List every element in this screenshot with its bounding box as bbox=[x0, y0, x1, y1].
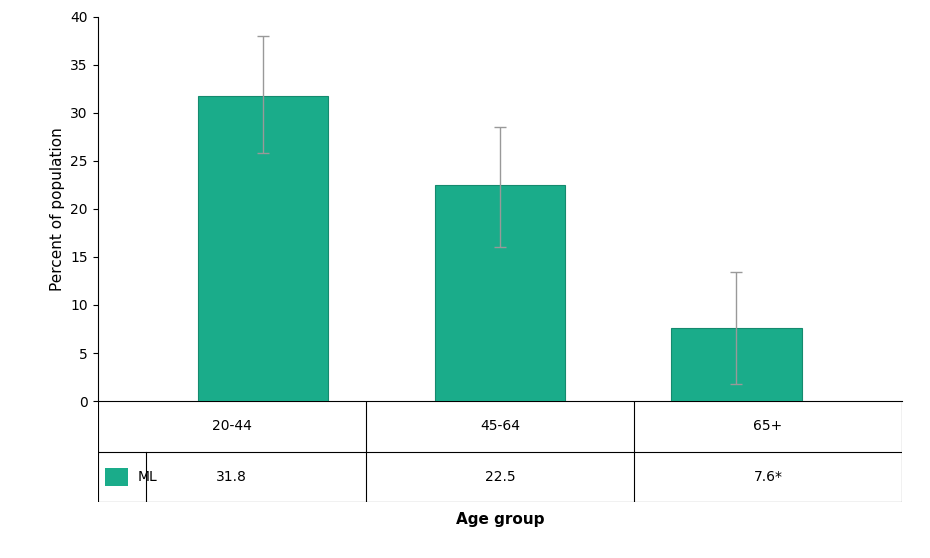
Text: Age group: Age group bbox=[456, 512, 544, 527]
Text: 20-44: 20-44 bbox=[212, 420, 252, 434]
Bar bbox=[105, 468, 128, 486]
Bar bbox=[198, 95, 328, 401]
Text: 65+: 65+ bbox=[753, 420, 783, 434]
Bar bbox=[435, 185, 565, 401]
Text: 7.6*: 7.6* bbox=[753, 470, 782, 484]
Text: 31.8: 31.8 bbox=[217, 470, 247, 484]
Text: ML: ML bbox=[138, 470, 157, 484]
Y-axis label: Percent of population: Percent of population bbox=[49, 127, 65, 291]
Text: 22.5: 22.5 bbox=[485, 470, 515, 484]
Text: 45-64: 45-64 bbox=[480, 420, 520, 434]
Bar bbox=[671, 328, 802, 401]
